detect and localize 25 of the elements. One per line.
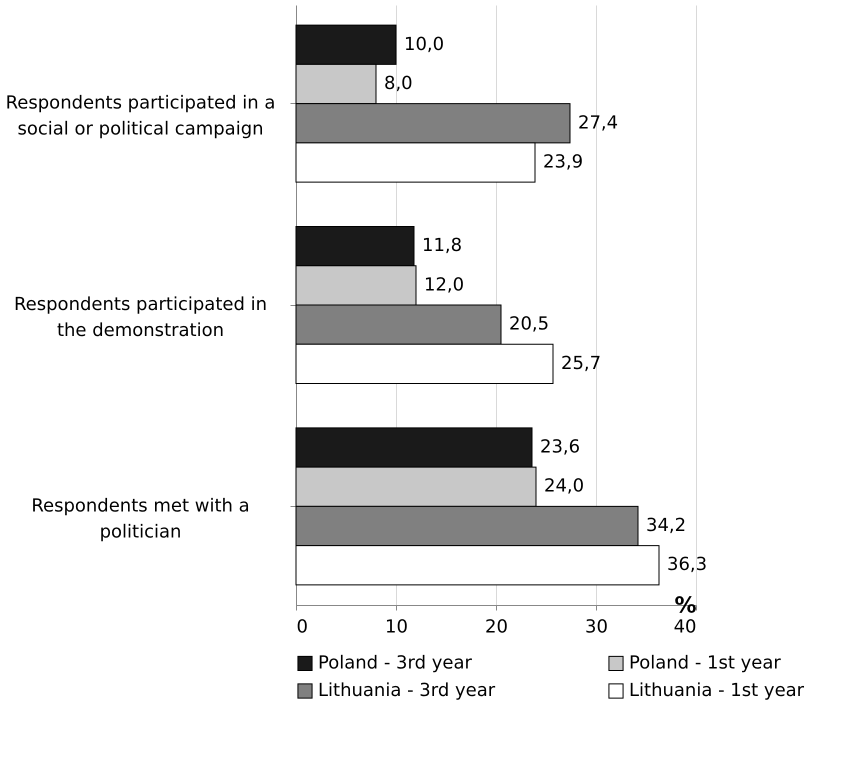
- x-tick-label: 0: [296, 616, 308, 638]
- data-label: 34,2: [646, 514, 686, 536]
- x-tick-label: 30: [585, 616, 608, 638]
- data-label: 10,0: [404, 34, 444, 55]
- legend-label: Poland - 3rd year: [318, 652, 472, 674]
- data-label: 23,9: [543, 152, 584, 173]
- data-label: 8,0: [384, 73, 413, 94]
- y-tick-label: Respondents participated in a social or political campaign: [6, 92, 276, 140]
- legend-label: Lithuania - 1st year: [629, 680, 805, 701]
- x-tick-label: 10: [385, 616, 408, 638]
- legend-label: Poland - 1st year: [629, 652, 782, 674]
- data-label: 11,8: [422, 235, 462, 256]
- data-label: 27,4: [578, 112, 618, 134]
- legend-label: Lithuania - 3rd year: [318, 680, 496, 701]
- x-tick-label: 40: [674, 616, 696, 638]
- y-tick-label: Respondents met with a politician: [31, 495, 250, 542]
- data-label: 24,0: [544, 476, 584, 497]
- data-label: 36,3: [667, 554, 708, 576]
- data-label: 20,5: [509, 314, 550, 335]
- data-label: 25,7: [561, 352, 602, 374]
- data-label: 23,6: [540, 436, 580, 458]
- y-tick-label: Respondents participated in the demonstration: [14, 294, 268, 341]
- x-axis-title: %: [674, 594, 696, 618]
- x-tick-label: 20: [485, 616, 508, 638]
- data-label: 12,0: [424, 274, 464, 296]
